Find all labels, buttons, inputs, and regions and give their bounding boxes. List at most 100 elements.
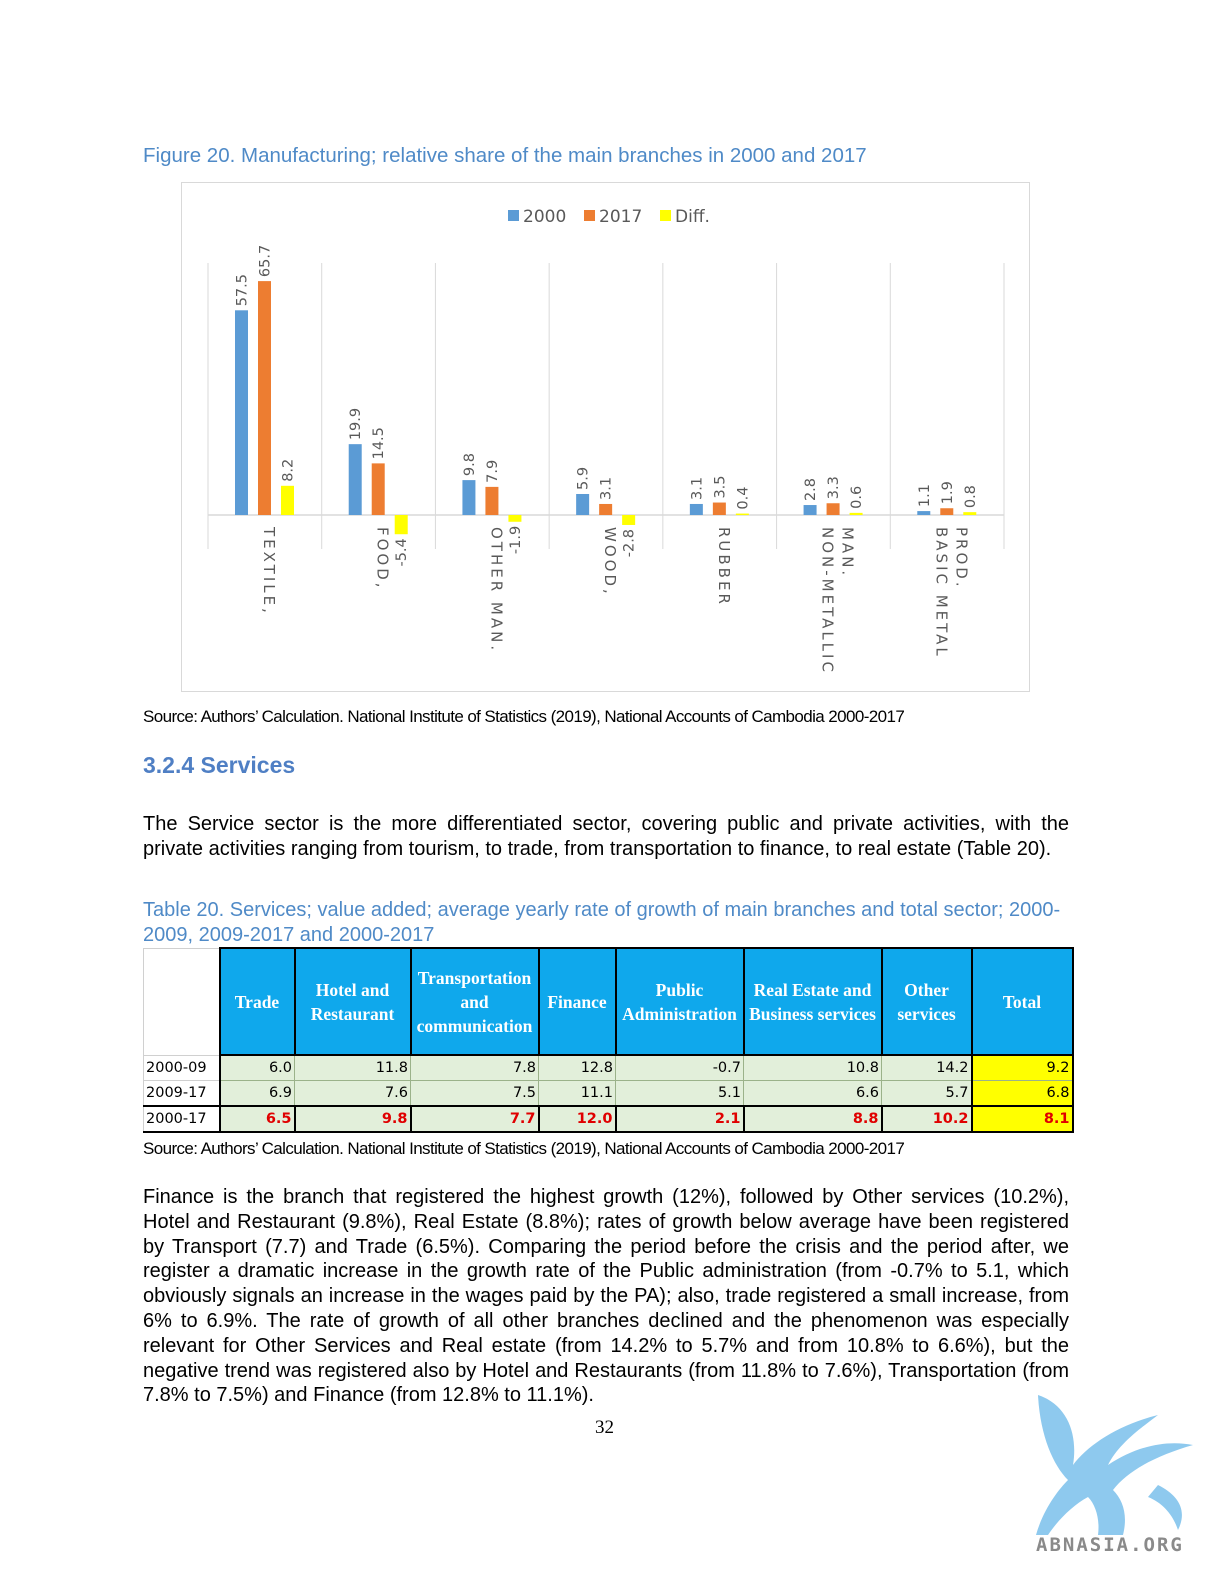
header-hotel-restaurant: Hotel and Restaurant <box>293 947 412 1056</box>
row-label: 2000-09 <box>143 1054 221 1081</box>
bar-chart: 2000 2017 Diff. 57.5 65.7 8.2 TEXTILE, 19.9 14.5… <box>207 207 1005 675</box>
bar <box>508 515 522 522</box>
bar <box>917 511 931 515</box>
table-row: 2009-17 6.9 7.6 7.5 11.1 5.1 6.6 5.7 6.8 <box>143 1080 1074 1107</box>
data-label: 3.1 <box>689 477 705 500</box>
legend-label: 2017 <box>599 207 642 227</box>
data-label: -2.8 <box>622 529 638 557</box>
bar <box>485 486 499 515</box>
category-label: PROD. <box>952 527 970 590</box>
bar <box>963 512 977 515</box>
header-total: Total <box>970 947 1074 1056</box>
bar <box>712 502 726 515</box>
table-cell: 5.1 <box>615 1080 744 1107</box>
table-cell: 7.5 <box>410 1080 539 1107</box>
table-cell: 10.2 <box>881 1105 973 1133</box>
figure-source: Source: Authors’ Calculation. National I… <box>143 707 905 726</box>
category-label: FOOD, <box>374 527 392 591</box>
data-label: 1.9 <box>940 481 956 504</box>
legend-swatch <box>660 210 671 221</box>
page-number: 32 <box>595 1417 614 1438</box>
header-real-estate: Real Estate and Business services <box>742 947 883 1056</box>
data-label: -5.4 <box>394 538 410 566</box>
data-label: 65.7 <box>258 245 274 277</box>
bar <box>803 505 817 515</box>
table-cell: -0.7 <box>615 1054 744 1081</box>
bar <box>849 512 863 515</box>
table-cell: 6.9 <box>219 1080 295 1107</box>
bar <box>462 480 476 515</box>
data-label: 19.9 <box>348 408 364 440</box>
bar <box>622 515 636 525</box>
data-label: -1.9 <box>508 526 524 554</box>
table-cell: 7.6 <box>294 1080 411 1107</box>
services-growth-table: Trade Hotel and Restaurant Transportatio… <box>143 947 1074 1133</box>
category-label: MAN. <box>839 527 857 578</box>
table-caption: Table 20. Services; value added; average… <box>143 899 1061 946</box>
data-label: 1.1 <box>917 484 933 507</box>
table-cell: 5.7 <box>881 1080 973 1107</box>
bar <box>371 463 385 515</box>
total-cell: 8.1 <box>971 1105 1074 1133</box>
data-label: 9.8 <box>462 453 478 476</box>
legend-swatch <box>584 210 595 221</box>
category-label: TEXTILE, <box>260 526 278 616</box>
header-trade: Trade <box>218 947 296 1056</box>
header-finance: Finance <box>537 947 617 1056</box>
table-cell: 7.7 <box>410 1105 540 1133</box>
legend-label: 2000 <box>523 207 566 227</box>
data-label: 8.2 <box>281 459 297 482</box>
category-label: OTHER MAN. <box>487 527 505 653</box>
bar <box>281 485 294 515</box>
bar <box>599 503 613 515</box>
logo-text: ABNASIA.ORG <box>1036 1534 1184 1555</box>
chart-container: 2000 2017 Diff. 57.5 65.7 8.2 TEXTILE, 19.9 14.5… <box>181 182 1030 692</box>
table-cell: 11.1 <box>538 1080 616 1107</box>
data-label: 3.5 <box>712 475 728 498</box>
data-label: 3.1 <box>599 477 615 500</box>
table-cell: 14.2 <box>881 1054 973 1081</box>
data-label: 7.9 <box>485 460 501 483</box>
table-cell: 6.0 <box>219 1054 295 1081</box>
table-cell: 8.8 <box>743 1105 883 1133</box>
table-cell: 12.8 <box>538 1054 616 1081</box>
data-label: 5.9 <box>576 467 592 490</box>
table-row: 2000-09 6.0 11.8 7.8 12.8 -0.7 10.8 14.2… <box>143 1054 1074 1081</box>
table-corner-cell <box>143 947 221 1056</box>
figure-caption: Figure 20. Manufacturing; relative share… <box>143 144 867 167</box>
bar <box>235 310 248 515</box>
data-label: 3.3 <box>826 476 842 499</box>
bar <box>394 515 408 535</box>
data-label: 2.8 <box>803 478 819 501</box>
table-cell: 6.6 <box>743 1080 882 1107</box>
bar <box>940 508 954 515</box>
row-label: 2009-17 <box>143 1080 221 1107</box>
bar <box>576 493 590 515</box>
table-cell: 7.8 <box>410 1054 539 1081</box>
data-label: 0.4 <box>735 487 751 510</box>
griffin-icon: ABNASIA.ORG <box>1036 1395 1193 1555</box>
header-transportation: Transportation and communication <box>409 947 540 1056</box>
table-cell: 10.8 <box>743 1054 882 1081</box>
data-label: 0.6 <box>849 486 865 509</box>
data-label: 57.5 <box>235 274 251 306</box>
intro-paragraph: The Service sector is the more different… <box>143 813 1069 860</box>
total-cell: 9.2 <box>971 1054 1074 1081</box>
data-label: 14.5 <box>371 427 387 459</box>
section-title: 3.2.4 Services <box>143 752 296 778</box>
table-cell: 6.5 <box>219 1105 296 1133</box>
table-cell: 9.8 <box>294 1105 412 1133</box>
table-cell: 2.1 <box>615 1105 745 1133</box>
table-header-row: Trade Hotel and Restaurant Transportatio… <box>143 947 1074 1056</box>
category-label: RUBBER <box>715 527 733 607</box>
bar <box>258 281 271 515</box>
category-label: WOOD, <box>601 527 619 597</box>
category-label: BASIC METAL <box>932 527 950 659</box>
row-label: 2000-17 <box>143 1105 221 1133</box>
table-cell: 12.0 <box>538 1105 617 1133</box>
total-cell: 6.8 <box>971 1080 1074 1107</box>
bar <box>735 513 749 516</box>
header-public-administration: Public Administration <box>614 947 745 1056</box>
legend-label: Diff. <box>675 207 710 227</box>
table-source: Source: Authors’ Calculation. National I… <box>143 1139 905 1158</box>
